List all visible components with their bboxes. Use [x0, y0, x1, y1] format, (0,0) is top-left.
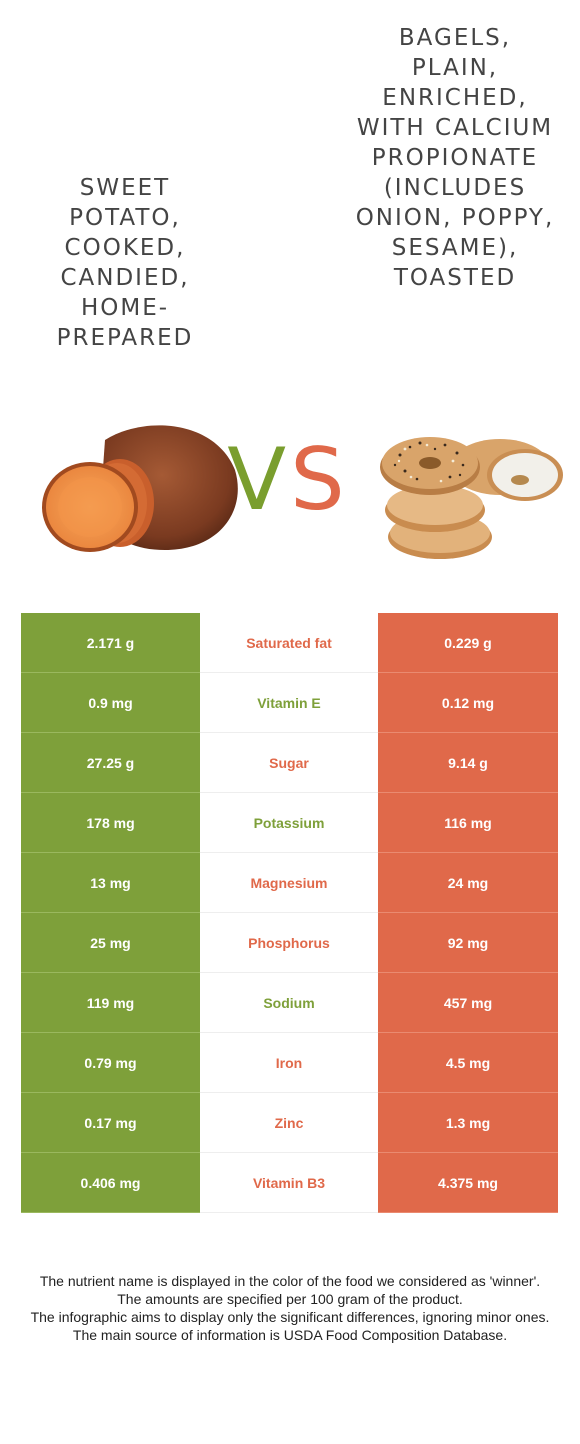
right-value: 24 mg	[378, 853, 558, 913]
table-row: 119 mg Sodium 457 mg	[21, 973, 558, 1033]
nutrient-name: Sugar	[200, 733, 378, 793]
vs-label: VS	[227, 430, 349, 530]
footer-line: The infographic aims to display only the…	[30, 1309, 550, 1325]
table-row: 13 mg Magnesium 24 mg	[21, 853, 558, 913]
footer-line: The amounts are specified per 100 gram o…	[117, 1291, 463, 1307]
table-row: 2.171 g Saturated fat 0.229 g	[21, 613, 558, 673]
footer-notes: The nutrient name is displayed in the co…	[20, 1272, 560, 1344]
table-row: 27.25 g Sugar 9.14 g	[21, 733, 558, 793]
table-row: 0.406 mg Vitamin B3 4.375 mg	[21, 1153, 558, 1213]
left-value: 25 mg	[21, 913, 200, 973]
left-value: 13 mg	[21, 853, 200, 913]
table-row: 0.17 mg Zinc 1.3 mg	[21, 1093, 558, 1153]
nutrient-name: Potassium	[200, 793, 378, 853]
food-left-title: SWEET POTATO, COOKED, CANDIED, HOME-PREP…	[56, 175, 194, 351]
footer-line: The main source of information is USDA F…	[72, 1327, 508, 1343]
left-value: 178 mg	[21, 793, 200, 853]
nutrient-name: Vitamin E	[200, 673, 378, 733]
footer-line: The nutrient name is displayed in the co…	[39, 1273, 541, 1289]
right-value: 4.5 mg	[378, 1033, 558, 1093]
table-row: 0.9 mg Vitamin E 0.12 mg	[21, 673, 558, 733]
sweet-potato-image	[42, 425, 238, 552]
table-row: 0.79 mg Iron 4.5 mg	[21, 1033, 558, 1093]
left-value: 0.17 mg	[21, 1093, 200, 1153]
right-value: 92 mg	[378, 913, 558, 973]
left-value: 2.171 g	[21, 613, 200, 673]
right-value: 4.375 mg	[378, 1153, 558, 1213]
left-value: 0.79 mg	[21, 1033, 200, 1093]
nutrient-name: Vitamin B3	[200, 1153, 378, 1213]
right-value: 116 mg	[378, 793, 558, 853]
right-value: 0.229 g	[378, 613, 558, 673]
left-value: 0.9 mg	[21, 673, 200, 733]
right-value: 457 mg	[378, 973, 558, 1033]
nutrient-name: Iron	[200, 1033, 378, 1093]
right-value: 1.3 mg	[378, 1093, 558, 1153]
nutrient-name: Magnesium	[200, 853, 378, 913]
nutrient-name: Phosphorus	[200, 913, 378, 973]
nutrient-name: Zinc	[200, 1093, 378, 1153]
left-value: 0.406 mg	[21, 1153, 200, 1213]
left-value: 27.25 g	[21, 733, 200, 793]
right-value: 9.14 g	[378, 733, 558, 793]
left-value: 119 mg	[21, 973, 200, 1033]
nutrient-name: Saturated fat	[200, 613, 378, 673]
food-right-title: BAGELS, PLAIN, ENRICHED, WITH CALCIUM PR…	[355, 25, 555, 291]
table-row: 178 mg Potassium 116 mg	[21, 793, 558, 853]
bagels-image	[380, 437, 563, 559]
comparison-table: 2.171 g Saturated fat 0.229 g 0.9 mg Vitamin…	[21, 613, 558, 1213]
right-value: 0.12 mg	[378, 673, 558, 733]
table-row: 25 mg Phosphorus 92 mg	[21, 913, 558, 973]
nutrient-name: Sodium	[200, 973, 378, 1033]
